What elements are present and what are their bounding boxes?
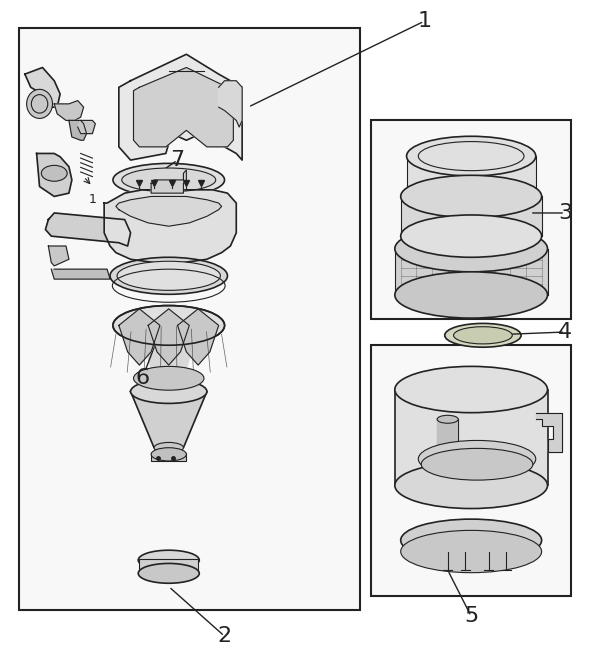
FancyBboxPatch shape — [19, 28, 359, 610]
Polygon shape — [536, 412, 562, 452]
Polygon shape — [151, 170, 186, 193]
Ellipse shape — [401, 531, 542, 572]
Ellipse shape — [110, 257, 228, 294]
FancyBboxPatch shape — [371, 120, 571, 319]
Ellipse shape — [151, 448, 186, 461]
Ellipse shape — [41, 165, 67, 181]
FancyBboxPatch shape — [401, 197, 542, 236]
Ellipse shape — [418, 440, 536, 477]
Polygon shape — [51, 269, 110, 279]
Ellipse shape — [133, 367, 204, 390]
Ellipse shape — [445, 323, 521, 347]
Text: 4: 4 — [558, 322, 572, 342]
Polygon shape — [113, 325, 225, 378]
Polygon shape — [219, 81, 242, 127]
Ellipse shape — [395, 272, 548, 318]
Polygon shape — [54, 100, 84, 120]
Ellipse shape — [395, 462, 548, 509]
Polygon shape — [45, 213, 130, 246]
Ellipse shape — [138, 550, 199, 570]
Ellipse shape — [138, 564, 199, 583]
Ellipse shape — [395, 367, 548, 412]
FancyBboxPatch shape — [407, 156, 536, 196]
FancyBboxPatch shape — [437, 419, 458, 452]
FancyBboxPatch shape — [151, 453, 186, 461]
Text: 3: 3 — [558, 203, 572, 223]
Polygon shape — [148, 309, 189, 365]
Ellipse shape — [401, 519, 542, 562]
Polygon shape — [69, 120, 87, 140]
Ellipse shape — [454, 327, 512, 344]
Ellipse shape — [154, 442, 183, 453]
Polygon shape — [48, 246, 69, 266]
Ellipse shape — [113, 305, 225, 345]
Ellipse shape — [437, 415, 458, 423]
FancyBboxPatch shape — [395, 390, 548, 485]
Ellipse shape — [130, 380, 207, 404]
FancyBboxPatch shape — [395, 249, 548, 295]
Ellipse shape — [122, 168, 216, 192]
Ellipse shape — [437, 448, 458, 456]
Polygon shape — [119, 54, 242, 160]
Ellipse shape — [401, 175, 542, 218]
Text: 2: 2 — [218, 626, 232, 646]
Polygon shape — [119, 309, 160, 365]
Polygon shape — [25, 68, 60, 107]
FancyBboxPatch shape — [139, 559, 198, 573]
Text: 1: 1 — [417, 11, 431, 31]
Text: 7: 7 — [171, 150, 185, 170]
Ellipse shape — [401, 215, 542, 257]
Polygon shape — [133, 68, 233, 147]
Text: 5: 5 — [464, 606, 478, 626]
Ellipse shape — [395, 226, 548, 272]
Text: 6: 6 — [135, 369, 149, 388]
Circle shape — [27, 90, 53, 118]
Ellipse shape — [407, 136, 536, 176]
Ellipse shape — [117, 261, 221, 290]
Polygon shape — [78, 120, 96, 133]
Ellipse shape — [421, 448, 533, 480]
Ellipse shape — [113, 163, 225, 197]
Polygon shape — [116, 197, 222, 226]
FancyBboxPatch shape — [371, 345, 571, 596]
Text: 1: 1 — [88, 193, 96, 207]
Polygon shape — [104, 190, 236, 266]
Polygon shape — [37, 153, 72, 197]
Polygon shape — [130, 392, 207, 448]
Polygon shape — [178, 309, 219, 365]
